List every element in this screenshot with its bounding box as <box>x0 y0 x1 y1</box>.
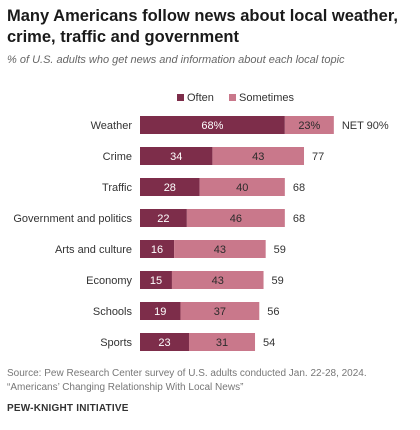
legend-label-sometimes: Sometimes <box>239 92 295 104</box>
data-label-often: 28 <box>164 182 176 194</box>
stacked-bar-chart: Often Sometimes Weather 68% 23% NET 90% Crime 3… <box>13 92 389 351</box>
data-label-sometimes: 43 <box>214 244 226 256</box>
legend-swatch-sometimes <box>229 94 236 101</box>
data-label-sometimes: 46 <box>230 213 242 225</box>
data-label-often: 23 <box>158 337 170 349</box>
data-label-often: 15 <box>150 275 162 287</box>
category-label: Government and politics <box>13 213 132 225</box>
bar-often <box>140 116 285 134</box>
bar-often <box>140 271 172 289</box>
data-label-often: 19 <box>154 306 166 318</box>
bar-often <box>140 178 200 196</box>
category-label: Weather <box>91 120 133 132</box>
data-label-sometimes: 43 <box>212 275 224 287</box>
category-label: Sports <box>100 337 132 349</box>
brand-label: PEW-KNIGHT INITIATIVE <box>7 403 129 414</box>
data-label-often: 22 <box>157 213 169 225</box>
data-label-net: NET 90% <box>342 120 389 132</box>
data-label-net: 54 <box>263 337 275 349</box>
bar-sometimes <box>188 333 256 351</box>
data-label-net: 59 <box>272 275 284 287</box>
data-label-net: 59 <box>274 244 286 256</box>
bar-sometimes <box>174 240 266 258</box>
category-label: Economy <box>86 275 132 287</box>
bar-sometimes <box>284 116 334 134</box>
data-label-net: 77 <box>312 151 324 163</box>
bar-often <box>140 209 187 227</box>
chart-subtitle: % of U.S. adults who get news and inform… <box>7 54 345 66</box>
data-label-often: 68% <box>201 120 223 132</box>
data-label-often: 16 <box>151 244 163 256</box>
bar-sometimes <box>212 147 305 165</box>
data-label-sometimes: 31 <box>216 337 228 349</box>
data-label-sometimes: 23% <box>298 120 320 132</box>
bar-sometimes <box>199 178 285 196</box>
category-label: Crime <box>103 151 132 163</box>
bar-often <box>140 333 189 351</box>
category-label: Schools <box>93 306 133 318</box>
bar-sometimes <box>171 271 264 289</box>
data-label-net: 68 <box>293 182 305 194</box>
bar-often <box>140 240 175 258</box>
bar-sometimes <box>186 209 285 227</box>
data-label-sometimes: 37 <box>214 306 226 318</box>
legend-label-often: Often <box>187 92 214 104</box>
bar-often <box>140 302 181 320</box>
category-label: Arts and culture <box>55 244 132 256</box>
data-label-sometimes: 43 <box>252 151 264 163</box>
source-note: Source: Pew Research Center survey of U.… <box>7 367 412 395</box>
bar-often <box>140 147 213 165</box>
data-label-sometimes: 40 <box>236 182 248 194</box>
source-line-2: “Americans’ Changing Relationship With L… <box>7 382 244 393</box>
category-label: Traffic <box>102 182 132 194</box>
bar-sometimes <box>180 302 260 320</box>
data-label-often: 34 <box>170 151 182 163</box>
data-label-net: 68 <box>293 213 305 225</box>
chart-title: Many Americans follow news about local w… <box>7 7 398 46</box>
source-line-1: Source: Pew Research Center survey of U.… <box>7 368 367 379</box>
legend-swatch-often <box>177 94 184 101</box>
data-label-net: 56 <box>267 306 279 318</box>
